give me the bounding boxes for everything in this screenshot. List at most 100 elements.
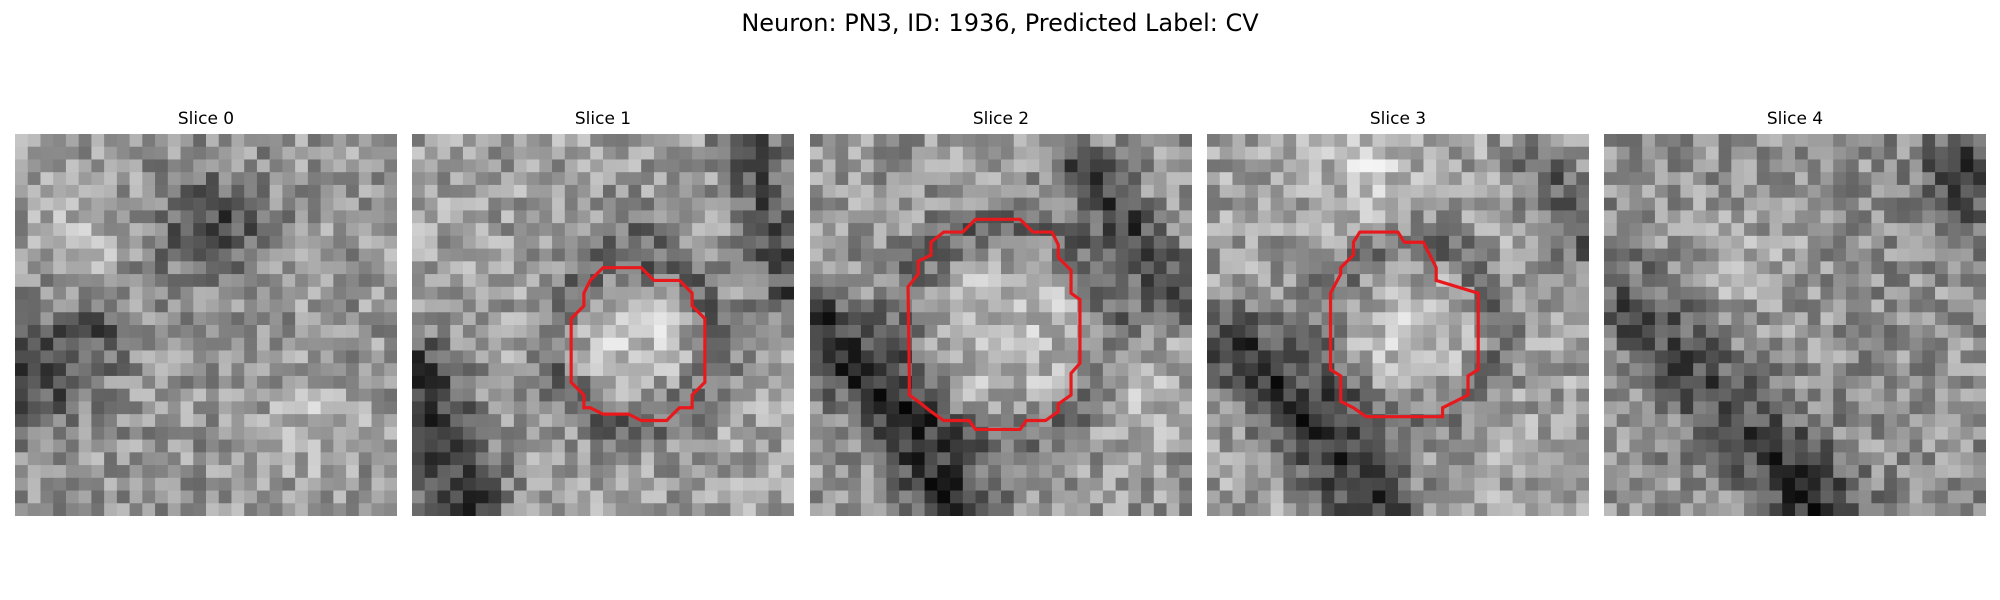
pixel bbox=[1960, 299, 1974, 313]
pixel bbox=[666, 503, 680, 516]
pixel bbox=[206, 274, 220, 288]
pixel bbox=[206, 426, 220, 441]
pixel bbox=[1782, 134, 1796, 148]
pixel bbox=[1604, 312, 1618, 326]
pixel bbox=[1845, 159, 1860, 173]
pixel bbox=[1448, 325, 1463, 339]
pixel bbox=[1550, 197, 1565, 211]
pixel bbox=[1769, 248, 1783, 262]
pixel bbox=[641, 312, 655, 326]
pixel bbox=[1257, 184, 1272, 199]
pixel bbox=[1884, 197, 1898, 211]
pixel bbox=[1077, 414, 1091, 428]
pixel bbox=[40, 261, 54, 275]
pixel bbox=[899, 261, 913, 275]
pixel bbox=[1179, 312, 1192, 326]
pixel bbox=[692, 274, 706, 288]
pixel bbox=[91, 286, 105, 301]
slice-image-4 bbox=[1604, 134, 1986, 516]
pixel bbox=[743, 146, 757, 160]
pixel bbox=[768, 363, 782, 377]
pixel bbox=[1321, 159, 1335, 173]
pixel bbox=[1935, 286, 1949, 301]
pixel bbox=[1960, 159, 1974, 173]
pixel bbox=[231, 375, 245, 390]
pixel bbox=[822, 452, 836, 466]
pixel bbox=[1077, 159, 1091, 173]
pixel bbox=[1744, 426, 1758, 441]
pixel bbox=[615, 312, 629, 326]
pixel bbox=[1550, 363, 1565, 377]
pixel bbox=[692, 134, 706, 148]
pixel bbox=[717, 184, 731, 199]
pixel bbox=[781, 490, 794, 504]
pixel bbox=[628, 299, 642, 313]
pixel bbox=[822, 286, 836, 301]
pixel bbox=[1604, 350, 1618, 364]
pixel bbox=[1039, 350, 1053, 364]
pixel bbox=[1550, 375, 1565, 390]
pixel bbox=[450, 248, 464, 262]
pixel bbox=[282, 490, 296, 504]
pixel bbox=[848, 274, 862, 288]
pixel bbox=[615, 414, 629, 428]
pixel bbox=[1960, 172, 1974, 186]
pixel bbox=[564, 477, 579, 492]
pixel bbox=[911, 299, 926, 313]
pixel bbox=[346, 477, 360, 492]
pixel bbox=[564, 172, 579, 186]
pixel bbox=[717, 426, 731, 441]
pixel bbox=[1884, 248, 1898, 262]
pixel bbox=[873, 401, 887, 415]
pixel bbox=[1001, 172, 1015, 186]
pixel bbox=[1039, 490, 1053, 504]
pixel bbox=[412, 401, 426, 415]
pixel bbox=[384, 452, 397, 466]
pixel bbox=[1283, 274, 1297, 288]
pixel bbox=[1820, 337, 1834, 351]
pixel bbox=[307, 350, 322, 364]
pixel bbox=[526, 184, 540, 199]
pixel bbox=[1642, 452, 1656, 466]
pixel bbox=[641, 363, 655, 377]
pixel bbox=[307, 312, 322, 326]
pixel bbox=[822, 146, 836, 160]
pixel bbox=[1207, 159, 1221, 173]
pixel bbox=[1705, 439, 1720, 453]
pixel bbox=[256, 401, 271, 415]
pixel bbox=[1935, 426, 1949, 441]
pixel bbox=[1680, 299, 1694, 313]
pixel bbox=[1667, 452, 1681, 466]
pixel bbox=[155, 477, 169, 492]
pixel bbox=[78, 350, 92, 364]
pixel bbox=[269, 286, 283, 301]
pixel bbox=[1013, 465, 1027, 479]
pixel bbox=[1820, 388, 1834, 402]
pixel bbox=[1026, 274, 1040, 288]
pixel bbox=[962, 286, 977, 301]
pixel bbox=[1166, 210, 1180, 224]
pixel bbox=[1744, 350, 1758, 364]
pixel bbox=[91, 210, 105, 224]
pixel bbox=[424, 439, 438, 453]
pixel bbox=[1141, 235, 1155, 250]
pixel bbox=[937, 172, 951, 186]
pixel bbox=[116, 363, 131, 377]
pixel bbox=[116, 439, 131, 453]
pixel bbox=[860, 159, 875, 173]
pixel bbox=[1257, 426, 1272, 441]
pixel bbox=[1550, 312, 1565, 326]
pixel bbox=[730, 248, 744, 262]
pixel bbox=[53, 414, 67, 428]
pixel bbox=[590, 312, 604, 326]
pixel bbox=[1423, 452, 1437, 466]
pixel bbox=[1616, 439, 1630, 453]
pixel bbox=[1115, 465, 1129, 479]
pixel bbox=[1410, 134, 1424, 148]
pixel bbox=[860, 312, 875, 326]
pixel bbox=[27, 452, 41, 466]
pixel bbox=[1680, 401, 1694, 415]
pixel bbox=[679, 299, 693, 313]
pixel bbox=[1039, 363, 1053, 377]
pixel bbox=[1604, 172, 1618, 186]
